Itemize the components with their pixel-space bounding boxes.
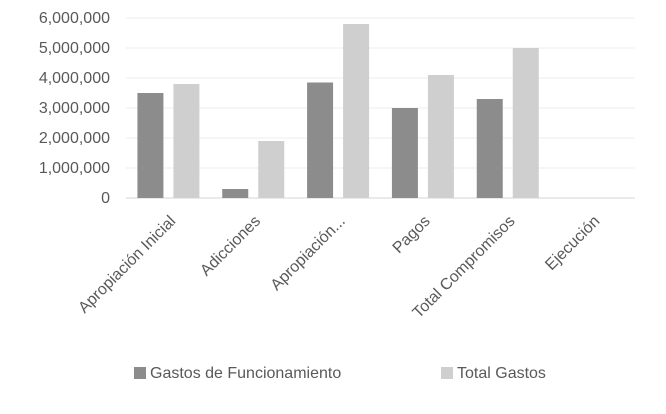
y-tick-label: 0: [101, 190, 110, 207]
bar-gastos-funcionamiento-3: [391, 108, 418, 198]
y-tick-label: 1,000,000: [39, 160, 110, 177]
bars: [137, 24, 539, 198]
bar-gastos-funcionamiento-0: [137, 93, 164, 198]
y-tick-label: 5,000,000: [39, 40, 110, 57]
legend: Gastos de Funcionamiento Total Gastos: [134, 365, 546, 382]
x-category-label: Adicciones: [197, 213, 264, 280]
bar-total-gastos-1: [258, 141, 285, 198]
legend-label: Total Gastos: [457, 365, 546, 382]
y-axis-tick-labels: 0 1,000,000 2,000,000 3,000,000 4,000,000 5,0…: [39, 10, 110, 207]
x-category-label: Ejecución: [542, 213, 603, 274]
bar-total-gastos-0: [173, 84, 200, 198]
bar-gastos-funcionamiento-2: [307, 82, 334, 198]
bar-total-gastos-4: [512, 48, 539, 198]
x-category-label: Apropiación Inicial: [75, 213, 179, 317]
y-tick-label: 6,000,000: [39, 10, 110, 27]
bar-total-gastos-2: [343, 24, 370, 198]
y-tick-label: 4,000,000: [39, 70, 110, 87]
y-tick-label: 2,000,000: [39, 130, 110, 147]
legend-label: Gastos de Funcionamiento: [150, 365, 341, 382]
x-category-label: Apropiación...: [268, 213, 349, 294]
x-axis-category-labels: Apropiación Inicial Adicciones Apropiación…: [75, 213, 603, 322]
legend-swatch: [134, 367, 146, 379]
y-tick-label: 3,000,000: [39, 100, 110, 117]
legend-swatch: [441, 367, 453, 379]
x-category-label: Pagos: [390, 213, 434, 257]
gridlines: [126, 17, 635, 199]
bar-gastos-funcionamiento-1: [222, 189, 249, 198]
bar-gastos-funcionamiento-4: [476, 99, 503, 198]
bar-total-gastos-3: [427, 75, 454, 198]
